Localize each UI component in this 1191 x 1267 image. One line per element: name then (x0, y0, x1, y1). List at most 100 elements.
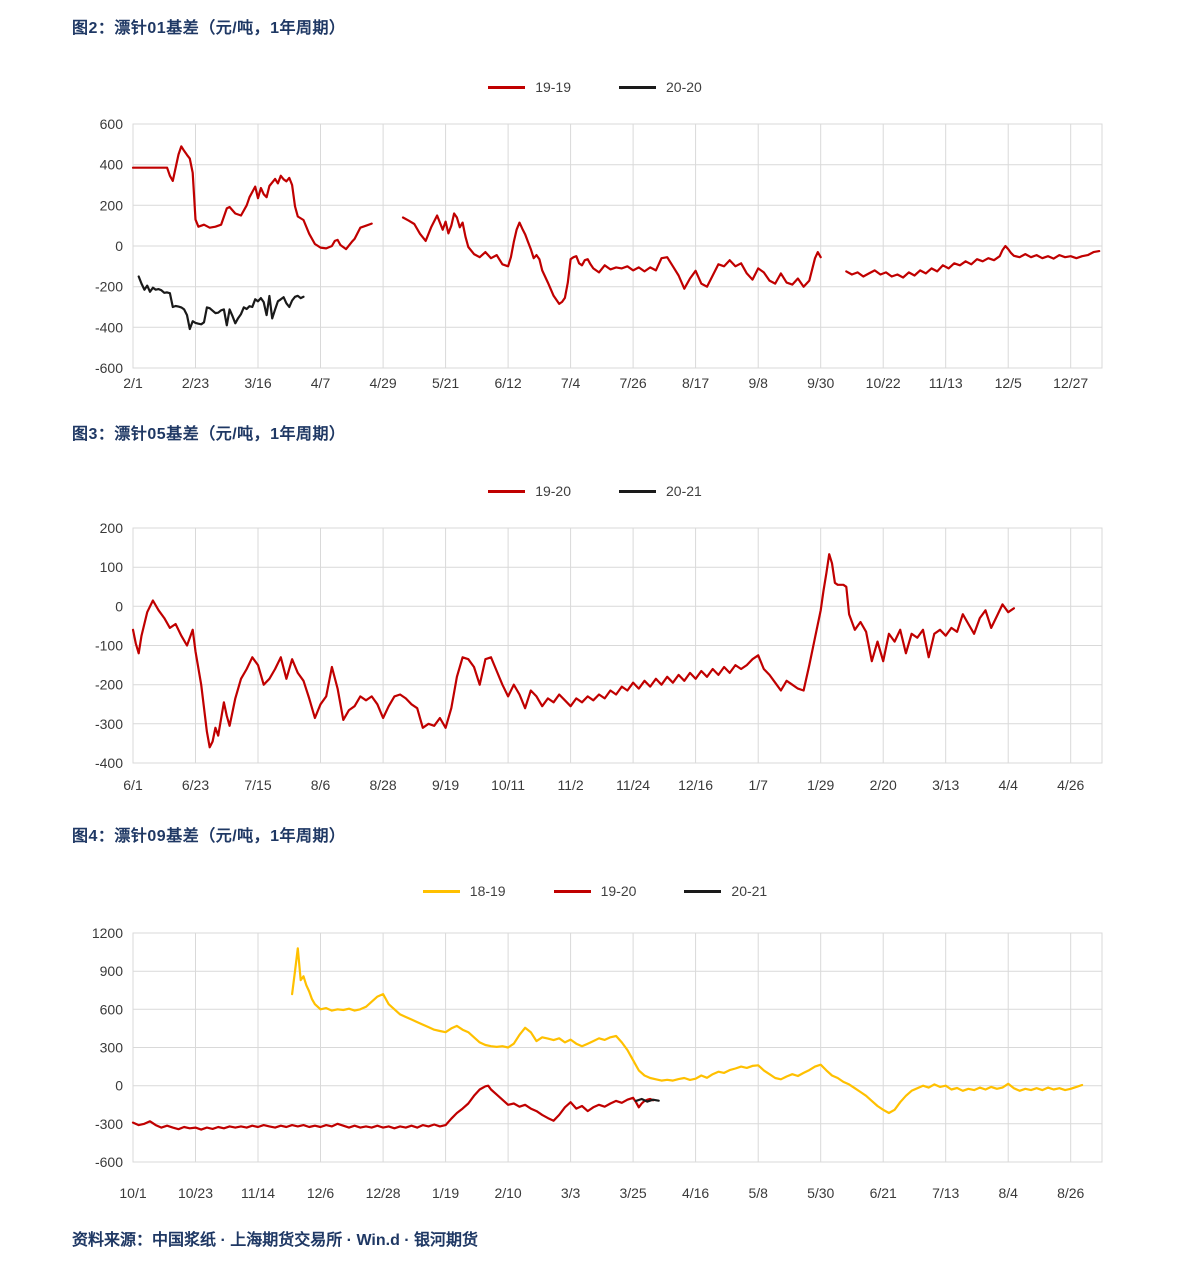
svg-text:7/13: 7/13 (932, 1185, 959, 1201)
figure-caption-09-basis: 图4：漂针09基差（元/吨，1年周期） (72, 828, 346, 845)
figure-caption-01-basis: 图2：漂针01基差（元/吨，1年周期） (72, 20, 346, 37)
svg-text:6/21: 6/21 (870, 1185, 897, 1201)
chart-plot-area: -600 -400 -200 0 200 400 600 2/1 2/23 3/16 4/7 4/29… (95, 116, 1103, 391)
svg-text:0: 0 (115, 598, 123, 614)
svg-text:-400: -400 (95, 319, 123, 335)
data-source-note: 资料来源：中国浆纸 · 上海期货交易所 · Win.d · 银河期货 (72, 1232, 479, 1249)
legend-label: 19-20 (535, 483, 571, 499)
svg-text:6/23: 6/23 (182, 777, 209, 793)
svg-text:2/10: 2/10 (494, 1185, 521, 1201)
svg-text:3/16: 3/16 (244, 375, 271, 391)
svg-text:-400: -400 (95, 755, 123, 771)
legend-item: 20-21 (619, 483, 702, 499)
svg-text:1200: 1200 (92, 925, 123, 941)
svg-text:5/21: 5/21 (432, 375, 459, 391)
legend-line-swatch (684, 889, 722, 893)
legend-label: 18-19 (469, 883, 506, 899)
chart-legend: 19-20 20-21 (72, 482, 1118, 500)
svg-text:-100: -100 (95, 638, 123, 654)
svg-text:2/20: 2/20 (870, 777, 897, 793)
svg-text:7/15: 7/15 (244, 777, 271, 793)
svg-text:1/19: 1/19 (432, 1185, 459, 1201)
svg-text:4/29: 4/29 (369, 375, 396, 391)
chart-plot-area: -600 -300 0 300 600 900 1200 10/1 10/23 11/14 12/6… (92, 925, 1103, 1201)
svg-text:4/16: 4/16 (682, 1185, 709, 1201)
svg-text:1/7: 1/7 (748, 777, 768, 793)
svg-text:0: 0 (115, 1078, 123, 1094)
svg-text:4/7: 4/7 (311, 375, 331, 391)
legend-item: 19-20 (553, 883, 637, 899)
chart-plot-area: -400 -300 -200 -100 0 100 200 6/1 6/23 7/15 8/6 8/2… (95, 520, 1103, 793)
svg-text:5/8: 5/8 (748, 1185, 768, 1201)
svg-text:600: 600 (100, 116, 124, 132)
svg-text:-300: -300 (95, 716, 123, 732)
svg-text:10/22: 10/22 (866, 375, 901, 391)
svg-text:8/6: 8/6 (311, 777, 331, 793)
legend-item: 18-19 (422, 883, 506, 899)
svg-text:11/13: 11/13 (929, 375, 963, 391)
svg-text:400: 400 (100, 157, 124, 173)
svg-text:200: 200 (100, 197, 124, 213)
chart-legend: 19-19 20-20 (72, 78, 1118, 96)
svg-text:3/13: 3/13 (932, 777, 959, 793)
svg-text:3/25: 3/25 (619, 1185, 646, 1201)
svg-text:11/14: 11/14 (241, 1185, 275, 1201)
legend-label: 20-21 (666, 483, 702, 499)
svg-text:6/1: 6/1 (123, 777, 143, 793)
svg-text:300: 300 (100, 1040, 124, 1056)
svg-text:8/17: 8/17 (682, 375, 709, 391)
svg-text:12/5: 12/5 (995, 375, 1022, 391)
svg-text:-600: -600 (95, 360, 123, 376)
svg-text:10/11: 10/11 (491, 777, 525, 793)
svg-text:12/28: 12/28 (366, 1185, 401, 1201)
svg-text:2/1: 2/1 (123, 375, 143, 391)
legend-item: 19-20 (488, 483, 571, 499)
svg-text:1/29: 1/29 (807, 777, 834, 793)
figure-caption-05-basis: 图3：漂针05基差（元/吨，1年周期） (72, 426, 346, 443)
chart-09-basis: 18-19 19-20 20-21 -600 -300 0 300 600 900 1200 10… (72, 862, 1118, 1210)
svg-text:5/30: 5/30 (807, 1185, 834, 1201)
svg-text:-200: -200 (95, 279, 123, 295)
svg-text:12/6: 12/6 (307, 1185, 334, 1201)
legend-item: 19-19 (488, 79, 571, 95)
svg-text:12/16: 12/16 (678, 777, 713, 793)
svg-text:10/1: 10/1 (119, 1185, 146, 1201)
legend-line-swatch (619, 85, 656, 89)
svg-text:9/30: 9/30 (807, 375, 834, 391)
svg-text:100: 100 (100, 559, 124, 575)
chart-legend: 18-19 19-20 20-21 (72, 882, 1118, 900)
svg-text:200: 200 (100, 520, 124, 536)
svg-text:-300: -300 (95, 1116, 123, 1132)
svg-text:4/26: 4/26 (1057, 777, 1084, 793)
legend-line-swatch (488, 85, 526, 89)
svg-text:7/26: 7/26 (619, 375, 646, 391)
legend-label: 20-21 (731, 883, 768, 899)
svg-text:8/28: 8/28 (369, 777, 396, 793)
legend-label: 20-20 (666, 79, 702, 95)
svg-text:6/12: 6/12 (494, 375, 521, 391)
svg-text:600: 600 (100, 1001, 124, 1017)
svg-text:11/24: 11/24 (616, 777, 650, 793)
legend-line-swatch (553, 889, 591, 893)
svg-text:10/23: 10/23 (178, 1185, 213, 1201)
svg-text:7/4: 7/4 (561, 375, 581, 391)
svg-text:4/4: 4/4 (998, 777, 1018, 793)
svg-text:9/19: 9/19 (432, 777, 459, 793)
svg-text:9/8: 9/8 (748, 375, 768, 391)
legend-label: 19-20 (600, 883, 637, 899)
svg-text:900: 900 (100, 963, 124, 979)
legend-label: 19-19 (535, 79, 571, 95)
svg-text:8/4: 8/4 (998, 1185, 1018, 1201)
svg-text:8/26: 8/26 (1057, 1185, 1084, 1201)
legend-line-swatch (619, 489, 656, 493)
legend-line-swatch (422, 889, 460, 893)
chart-01-basis: 19-19 20-20 -600 -400 -200 0 200 400 600 2/1 2/23… (72, 58, 1118, 402)
legend-line-swatch (488, 489, 526, 493)
svg-text:0: 0 (115, 238, 123, 254)
svg-text:3/3: 3/3 (561, 1185, 581, 1201)
svg-text:2/23: 2/23 (182, 375, 209, 391)
svg-text:11/2: 11/2 (557, 777, 583, 793)
legend-item: 20-20 (619, 79, 702, 95)
legend-item: 20-21 (684, 883, 767, 899)
chart-05-basis: 19-20 20-21 -400 -300 -200 -100 0 100 200 6/1 6/2… (72, 462, 1118, 806)
